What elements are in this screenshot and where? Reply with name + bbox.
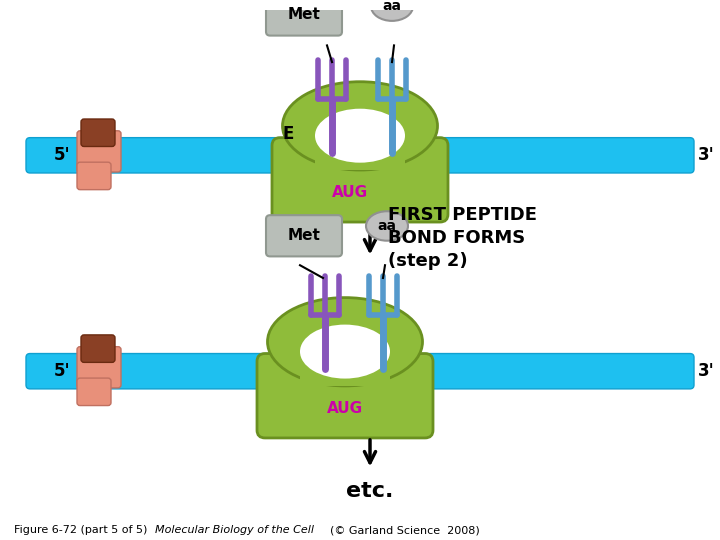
FancyBboxPatch shape [315,151,405,170]
FancyBboxPatch shape [81,119,115,146]
Ellipse shape [268,298,423,386]
Ellipse shape [315,109,405,163]
FancyBboxPatch shape [272,138,448,222]
FancyBboxPatch shape [26,354,694,389]
FancyBboxPatch shape [77,162,111,190]
Text: Molecular Biology of the Cell: Molecular Biology of the Cell [155,525,314,535]
Text: (© Garland Science  2008): (© Garland Science 2008) [330,525,480,535]
FancyBboxPatch shape [77,378,111,406]
Text: AUG: AUG [327,401,363,416]
Text: 3': 3' [698,362,715,380]
Text: 3': 3' [698,146,715,164]
Text: aa: aa [382,0,402,13]
Text: FIRST PEPTIDE
BOND FORMS
(step 2): FIRST PEPTIDE BOND FORMS (step 2) [388,206,537,269]
FancyBboxPatch shape [300,366,390,386]
Ellipse shape [282,82,438,170]
Text: etc.: etc. [346,481,394,501]
Text: E: E [282,125,294,143]
FancyBboxPatch shape [26,138,694,173]
Ellipse shape [300,325,390,379]
Ellipse shape [371,0,413,21]
Text: 5': 5' [53,362,70,380]
FancyBboxPatch shape [257,354,433,438]
Text: Met: Met [287,228,320,244]
FancyBboxPatch shape [77,347,121,388]
Text: Figure 6-72 (part 5 of 5): Figure 6-72 (part 5 of 5) [14,525,154,535]
Text: AUG: AUG [332,185,368,200]
Text: Met: Met [287,8,320,23]
Text: aa: aa [377,219,397,233]
FancyBboxPatch shape [81,335,115,362]
FancyBboxPatch shape [266,215,342,256]
FancyBboxPatch shape [266,0,342,36]
Text: 5': 5' [53,146,70,164]
Ellipse shape [366,211,408,241]
FancyBboxPatch shape [77,131,121,172]
